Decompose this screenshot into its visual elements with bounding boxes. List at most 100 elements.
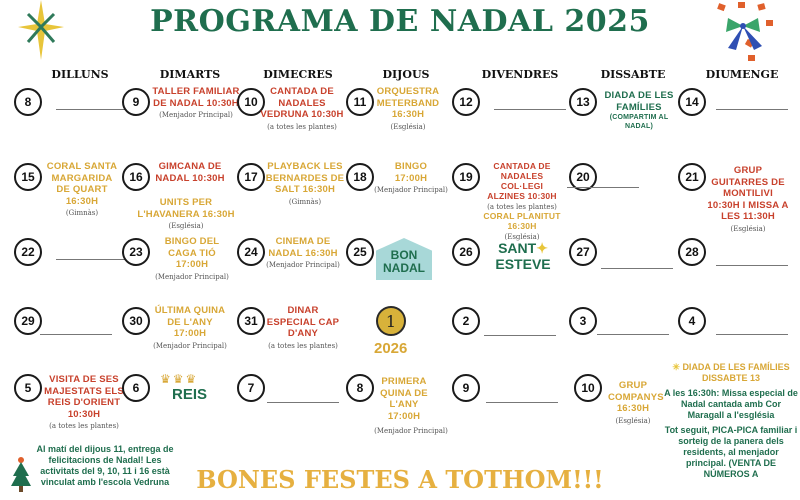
day-number: 8	[14, 88, 42, 116]
day-number: 30	[122, 307, 150, 335]
empty-line	[567, 187, 639, 188]
event-title: PRIMERA QUINA DE L'ANY 17:00H	[380, 376, 428, 422]
event: UNITS PER L'HAVANERA 16:30H (Església)	[130, 197, 242, 233]
day-cell: 21 GRUP GUITARRES DE MONTILIVI 10:30H I …	[678, 163, 792, 233]
day-cell: 8	[14, 88, 128, 158]
empty-line	[56, 109, 128, 110]
day-cell: 8 PRIMERA QUINA DE L'ANY 17:00H (Menjado…	[346, 374, 460, 444]
day-cell: 20	[567, 163, 683, 233]
day-cell: 23 BINGO DEL CAGA TIÓ 17:00H (Menjador P…	[122, 236, 236, 308]
day-number: 29	[14, 307, 42, 335]
empty-line	[597, 334, 669, 335]
sant-text: SANT	[498, 240, 537, 256]
day-number: 9	[452, 374, 480, 402]
day-number: 18	[346, 163, 374, 191]
day-number: 10	[237, 88, 265, 116]
new-year-label: 2026	[374, 340, 408, 357]
footer-greeting: BONES FESTES A TOTHOM!!!	[196, 465, 604, 494]
day-number: 12	[452, 88, 480, 116]
event-location: (Menjador Principal)	[374, 186, 448, 194]
event-title: BINGO DEL CAGA TIÓ 17:00H	[164, 236, 220, 270]
event: ORQUESTRA METERBAND 16:30H (Església)	[372, 86, 444, 133]
day-number: 16	[122, 163, 150, 191]
day-cell: 4	[678, 307, 792, 377]
day-number: 23	[122, 238, 150, 266]
day-header-dimarts: DIMARTS	[159, 68, 221, 81]
day-cell: 31 DINAR ESPECIAL CAP D'ANY (a totes les…	[237, 305, 351, 377]
family-day-pica: Tot seguit, PICA-PICA familiar i sorteig…	[664, 425, 798, 479]
event: CANTADA DE NADALES COL·LEGI ALZINES 10:3…	[482, 161, 562, 212]
event-title: ÚLTIMA QUINA DE L'ANY 17:00H	[154, 305, 226, 339]
day-cell: 9 TALLER FAMILIAR DE NADAL 10:30H (Menja…	[122, 86, 239, 158]
day-cell: 19 CANTADA DE NADALES COL·LEGI ALZINES 1…	[452, 161, 566, 241]
star-icon	[18, 0, 64, 60]
event-title: VISITA DE SES MAJESTATS ELS REIS D'ORIEN…	[44, 374, 124, 420]
event-location: (Menjador Principal)	[266, 261, 340, 269]
day-number: 13	[569, 88, 597, 116]
event-location: (Menjador Principal)	[155, 272, 229, 281]
family-day-mass: A les 16:30h: Missa especial de Nadal ca…	[664, 388, 798, 420]
day-number: 8	[346, 374, 374, 402]
nadal-text: NADAL	[383, 261, 425, 275]
event-location: (Menjador Principal)	[153, 341, 227, 350]
event-location: (Església)	[615, 416, 651, 425]
empty-line	[484, 335, 556, 336]
day-number: 19	[452, 163, 480, 191]
day-cell: 29	[14, 307, 128, 377]
day-cell: 22	[14, 238, 128, 308]
event-title: CANTADA DE NADALES VEDRUNA 10:30H	[260, 86, 344, 120]
coin-icon: 1	[376, 306, 406, 336]
sant-esteve-decoration: SANT✦ ESTEVE	[488, 240, 558, 272]
day-cell: 26 SANT✦ ESTEVE	[452, 238, 566, 308]
sparkle-icon: ✳	[672, 362, 680, 372]
event-location: (Església)	[390, 122, 426, 131]
day-header-dimecres: DIMECRES	[263, 68, 333, 81]
day-cell: 3	[569, 307, 683, 377]
day-number: 3	[569, 307, 597, 335]
event-location: (a totes les plantes)	[268, 341, 338, 350]
event-location: (Gimnàs)	[65, 209, 99, 217]
day-number: 28	[678, 238, 706, 266]
event: GIMCANA DE NADAL 10:30H	[148, 161, 232, 184]
event: CORAL SANTA MARGARIDA DE QUART 16:30H (G…	[44, 161, 120, 220]
day-cell: 17 PLAYBACK LES BERNARDES DE SALT 16:30H…	[237, 161, 351, 233]
event: CINEMA DE NADAL 16:30H (Menjador Princip…	[261, 236, 345, 272]
day-cell: 7	[237, 374, 351, 444]
day-cell: 11 ORQUESTRA METERBAND 16:30H (Església)	[346, 86, 460, 158]
reis-label: REIS	[172, 386, 208, 403]
day-header-diumenge: DIUMENGE	[705, 68, 779, 81]
day-number: 26	[452, 238, 480, 266]
day-number: 17	[237, 163, 265, 191]
day-number: 9	[122, 88, 150, 116]
event: BINGO 17:00H (Menjador Principal)	[370, 161, 452, 197]
bon-nadal-decoration: BON NADAL	[376, 238, 432, 280]
event: GRUP COMPANYS 16:30H (Església)	[608, 380, 664, 427]
event: CANTADA DE NADALES VEDRUNA 10:30H (a tot…	[259, 86, 345, 133]
day-header-dissabte: DISSABTE	[600, 68, 666, 81]
event-title: CINEMA DE NADAL 16:30H	[268, 236, 338, 259]
day-cell: 13 DIADA DE LES FAMÍLIES (COMPARTIM AL N…	[569, 88, 683, 158]
empty-line	[486, 402, 558, 403]
day-cell: 10 GRUP COMPANYS 16:30H (Església)	[574, 374, 688, 444]
day-number: 4	[678, 307, 706, 335]
event: DINAR ESPECIAL CAP D'ANY (a totes les pl…	[263, 305, 343, 352]
day-cell: 18 BINGO 17:00H (Menjador Principal)	[346, 161, 460, 233]
event-title: DINAR ESPECIAL CAP D'ANY	[266, 305, 340, 339]
day-number: 24	[237, 238, 265, 266]
day-cell: 16 GIMCANA DE NADAL 10:30H UNITS PER L'H…	[122, 161, 236, 233]
day-cell: 27	[569, 238, 683, 308]
day-number: 31	[237, 307, 265, 335]
event-location: (Església)	[504, 233, 540, 241]
event-location: (Menjador Principal)	[374, 427, 448, 435]
event-location: (Gimnàs)	[288, 197, 322, 206]
event-location: (Església)	[730, 224, 766, 233]
page-title: PROGRAMA DE NADAL 2025	[150, 4, 650, 39]
family-day-title: DIADA DE LES FAMÍLIES DISSABTE 13	[682, 362, 790, 383]
day-number: 15	[14, 163, 42, 191]
day-number: 21	[678, 163, 706, 191]
day-cell: 14	[678, 88, 792, 158]
day-cell: 9	[452, 374, 566, 444]
empty-line	[716, 109, 788, 110]
event: DIADA DE LES FAMÍLIES (COMPARTIM AL NADA…	[599, 90, 679, 131]
day-number: 5	[14, 374, 42, 402]
